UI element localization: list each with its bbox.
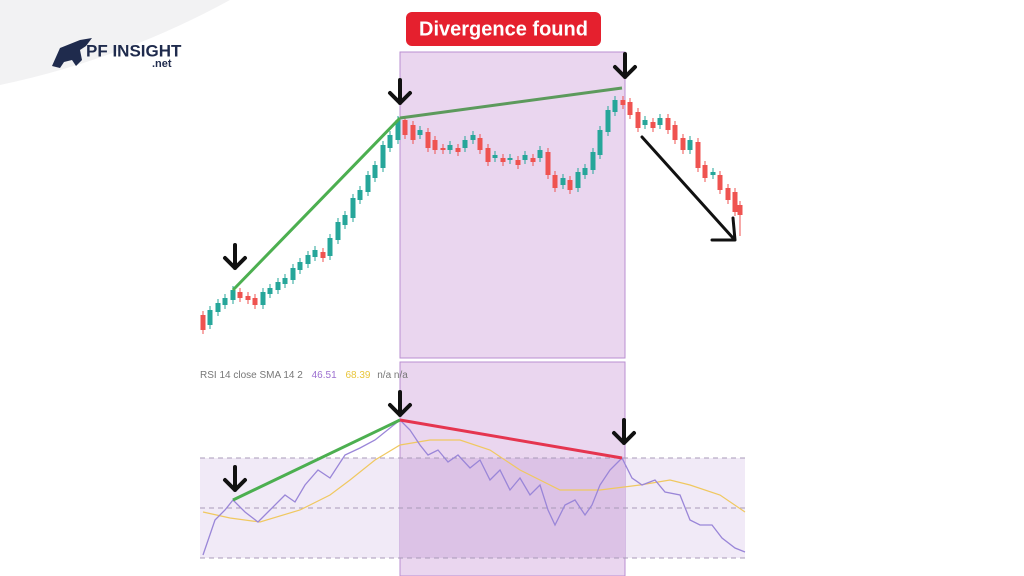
- price-trend-up: [231, 116, 402, 292]
- marker-arrow: [612, 418, 636, 445]
- candle-bodies-up: [207, 100, 716, 325]
- rsi-trend-up: [232, 418, 401, 502]
- badge-text: Divergence found: [419, 18, 588, 40]
- rsi-sma-line: [202, 439, 746, 523]
- marker-arrow: [223, 465, 247, 492]
- logo-name: PF INSIGHT: [86, 41, 182, 60]
- down-arrow: [640, 135, 737, 242]
- rsi-legend-sma: 68.39: [345, 370, 370, 381]
- logo-bull: [52, 38, 92, 68]
- rsi-legend-label: RSI 14 close SMA 14 2: [200, 370, 303, 381]
- marker-arrow: [223, 243, 247, 270]
- rsi-legend-value: 46.51: [312, 370, 337, 381]
- highlight-zone-price: [399, 51, 626, 359]
- rsi-legend-extra: n/a n/a: [377, 370, 408, 381]
- rsi-line: [202, 419, 746, 556]
- marker-arrow: [388, 78, 412, 105]
- marker-arrow: [388, 390, 412, 417]
- markers: [223, 52, 637, 492]
- rsi-levels: [200, 457, 745, 559]
- candle-bodies-down: [200, 100, 743, 330]
- price-higher-high: [399, 86, 623, 120]
- rsi-lower-high: [399, 418, 623, 460]
- badge-box: [406, 12, 601, 46]
- rsi-legend: RSI 14 close SMA 14 2 46.51 68.39 n/a n/…: [200, 370, 408, 381]
- logo-suffix: .net: [152, 58, 172, 70]
- logo: PF INSIGHT .net: [52, 38, 182, 70]
- marker-arrow: [613, 52, 637, 79]
